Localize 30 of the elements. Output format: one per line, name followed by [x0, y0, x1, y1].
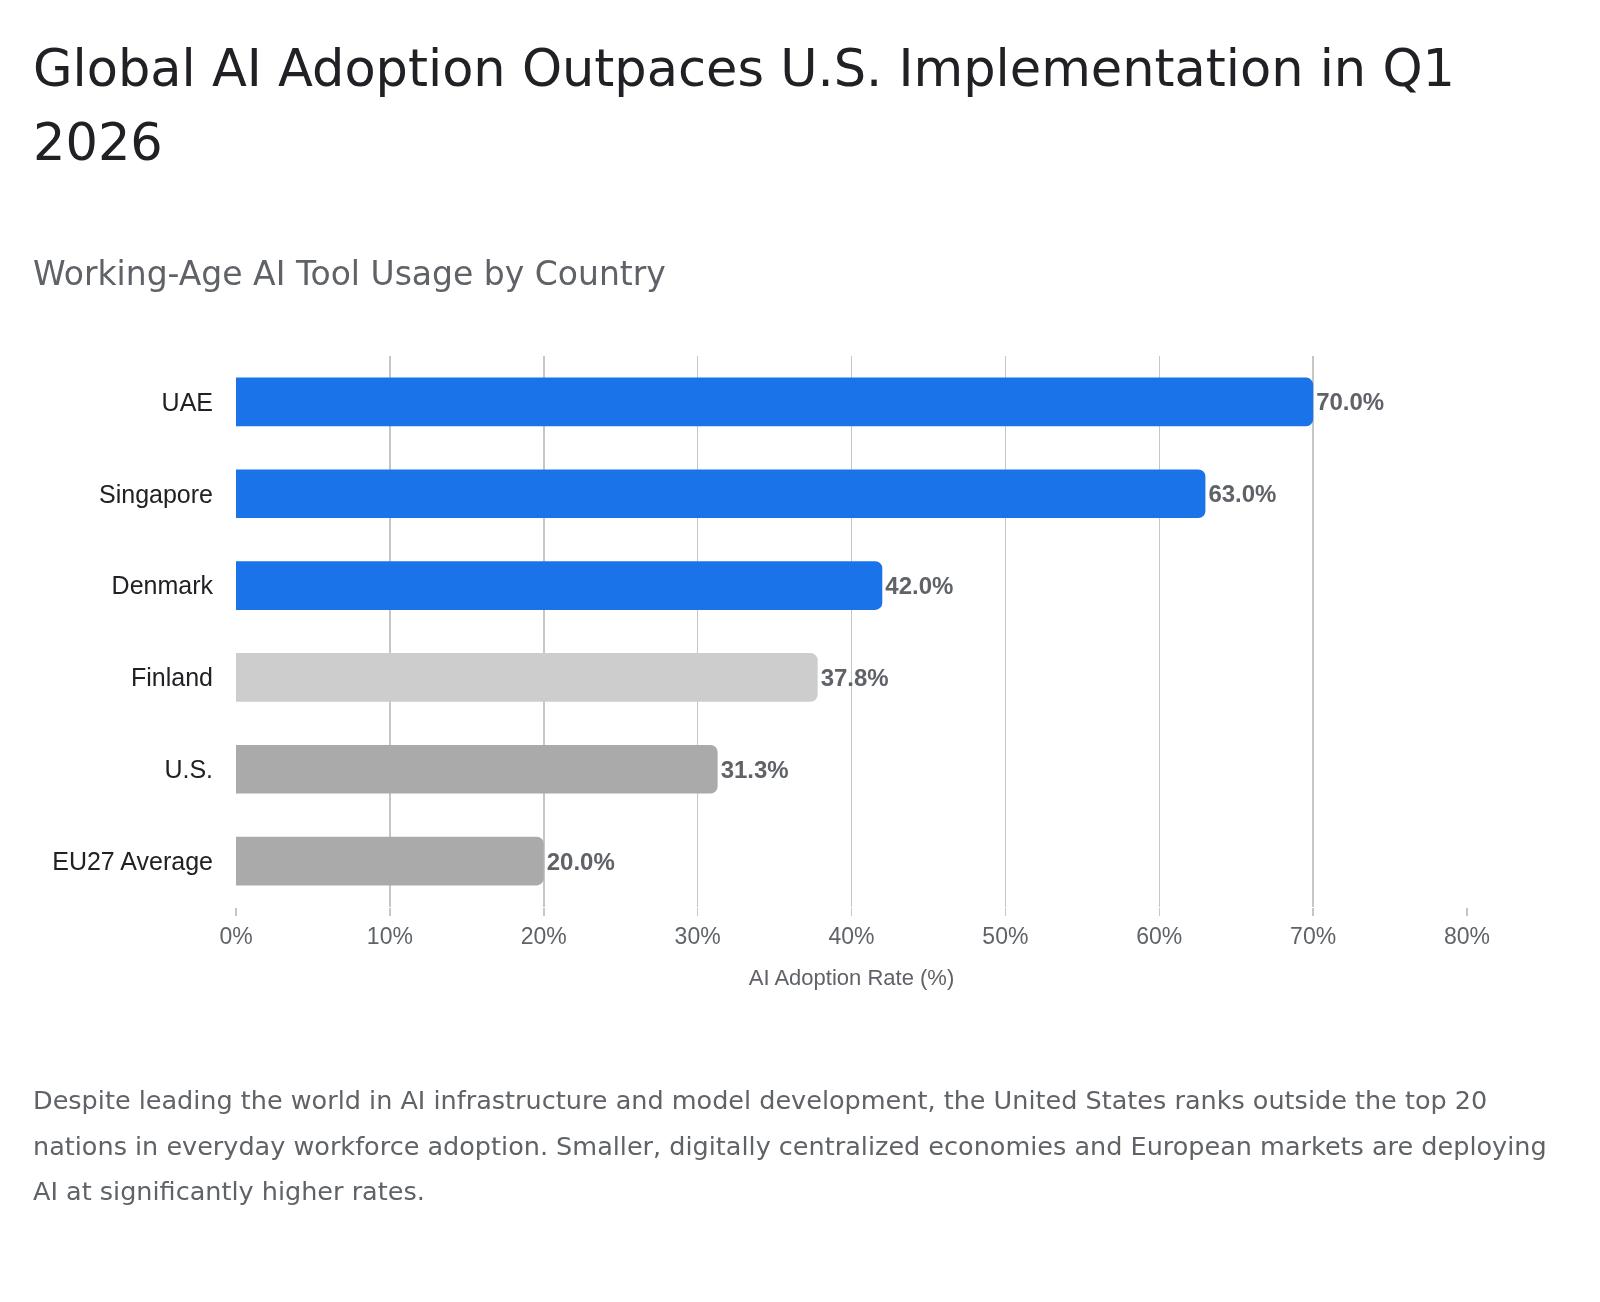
bar [236, 469, 1206, 519]
y-tick-label: U.S. [164, 755, 213, 783]
y-tick-label: EU27 Average [52, 846, 213, 875]
data-label: 37.8% [820, 663, 889, 691]
y-tick-label: Denmark [111, 571, 214, 600]
chart-subtitle: Working-Age AI Tool Usage by Country [33, 253, 666, 295]
x-tick-label: 0% [219, 922, 253, 949]
x-tick-label: 70% [1290, 922, 1337, 949]
data-label: 31.3% [720, 755, 789, 783]
text: Despite leading the world in AI infrastructure and model development, the United States ranks outside the top 20 nations in everyday workforce adoption. Smaller, digitally centralized economies and European markets are deploying AI at significantly higher rates. [33, 1084, 1548, 1208]
x-tick-label: 50% [982, 922, 1029, 949]
x-tick-label: 80% [1443, 922, 1491, 949]
chart-title: Global AI Adoption Outpaces U.S. Implementation in Q1 2026 [33, 38, 1456, 174]
data-label: 70.0% [1316, 388, 1385, 416]
x-tick-label: 30% [674, 922, 721, 949]
y-tick-label: UAE [161, 387, 213, 416]
x-tick-label: 10% [366, 922, 413, 949]
data-label: 63.0% [1208, 480, 1277, 508]
bar [236, 836, 544, 886]
x-tick-label: 40% [828, 922, 875, 949]
data-label: 20.0% [546, 847, 615, 875]
x-axis-title: AI Adoption Rate (%) [748, 965, 955, 991]
x-tick-label: 20% [520, 922, 567, 949]
bar [236, 377, 1314, 427]
bar [236, 744, 718, 794]
y-tick-label: Singapore [99, 479, 213, 508]
bar [236, 561, 883, 610]
y-tick-label: Finland [131, 663, 213, 692]
data-label: 42.0% [885, 572, 954, 600]
x-tick-label: 60% [1136, 922, 1183, 949]
